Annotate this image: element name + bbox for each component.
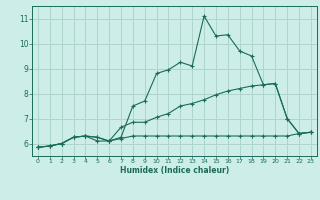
X-axis label: Humidex (Indice chaleur): Humidex (Indice chaleur) [120, 166, 229, 175]
